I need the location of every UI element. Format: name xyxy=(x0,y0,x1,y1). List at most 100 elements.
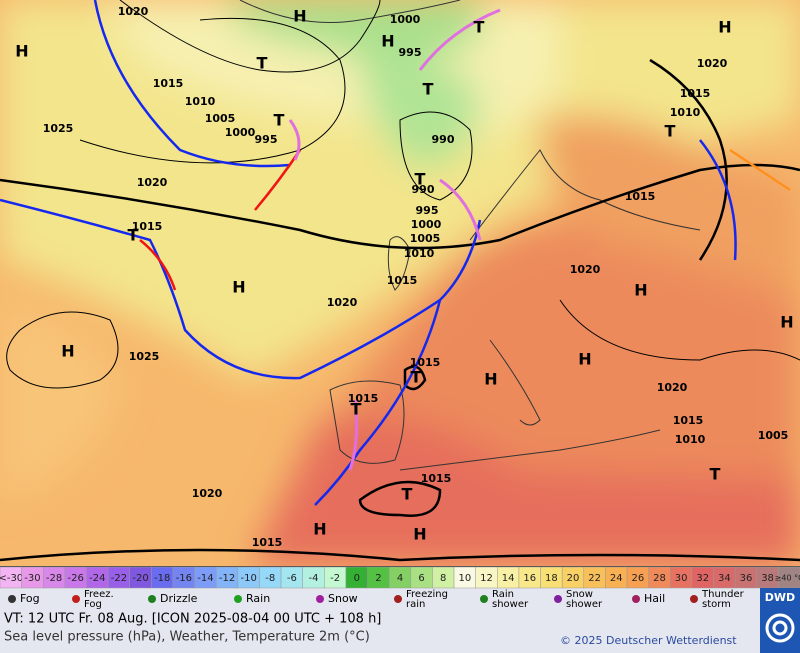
scale-label: 4 xyxy=(397,573,403,584)
scale-label: 26 xyxy=(631,573,644,584)
weather-icon xyxy=(234,595,242,603)
scale-label: -18 xyxy=(154,573,170,584)
pressure-label: 1015 xyxy=(252,536,283,549)
scale-label: -22 xyxy=(111,573,127,584)
pressure-label: 990 xyxy=(432,133,455,146)
scale-label: 18 xyxy=(545,573,558,584)
pressure-label: 1020 xyxy=(327,296,358,309)
scale-label: -28 xyxy=(46,573,62,584)
pressure-label: 1025 xyxy=(129,350,160,363)
pressure-label: 1020 xyxy=(137,176,168,189)
map-area: 1020101510101005100099510251020101510201… xyxy=(0,0,800,566)
weather-icon xyxy=(690,595,698,603)
pressure-center: T xyxy=(665,122,676,141)
scale-label: 0 xyxy=(354,573,360,584)
scale-label: -14 xyxy=(197,573,213,584)
pressure-label: 1015 xyxy=(673,414,704,427)
fronts xyxy=(0,0,791,506)
pressure-center: T xyxy=(351,400,362,419)
weather-label: Freezing rain xyxy=(406,589,448,610)
pressure-label: 1010 xyxy=(185,95,216,108)
pressure-label: 1025 xyxy=(43,122,74,135)
weather-label: Hail xyxy=(644,592,665,605)
pressure-center: T xyxy=(274,111,285,130)
weather-icon xyxy=(148,595,156,603)
scale-label: -2 xyxy=(330,573,340,584)
pressure-label: 1015 xyxy=(387,274,418,287)
pressure-label: 1015 xyxy=(410,356,441,369)
pressure-label: 1020 xyxy=(570,263,601,276)
scale-label: 20 xyxy=(567,573,580,584)
pressure-center: H xyxy=(634,281,647,300)
scale-label: -30 xyxy=(24,573,40,584)
weather-label: Rain shower xyxy=(492,589,529,610)
pressure-center: T xyxy=(474,18,485,37)
scale-label: -10 xyxy=(240,573,256,584)
pressure-label: 1015 xyxy=(680,87,711,100)
weather-icon xyxy=(8,595,16,603)
map-labels: 1020101510101005100099510251020101510201… xyxy=(15,5,793,549)
scale-label: 12 xyxy=(480,573,493,584)
pressure-center: H xyxy=(313,520,326,539)
pressure-label: 1015 xyxy=(421,472,452,485)
scale-label: 28 xyxy=(653,573,666,584)
pressure-center: T xyxy=(257,54,268,73)
pressure-center: H xyxy=(61,342,74,361)
scale-label: 16 xyxy=(523,573,536,584)
pressure-label: 1020 xyxy=(118,5,149,18)
pressure-label: 1015 xyxy=(132,220,163,233)
scale-label: -4 xyxy=(309,573,319,584)
pressure-center: H xyxy=(780,313,793,332)
weather-icon xyxy=(72,595,80,603)
scale-label: 14 xyxy=(502,573,515,584)
scale-label: 2 xyxy=(375,573,381,584)
pressure-label: 1020 xyxy=(192,487,223,500)
pressure-label: 995 xyxy=(416,204,439,217)
pressure-center: T xyxy=(415,170,426,189)
pressure-center: T xyxy=(423,80,434,99)
weather-label: Fog xyxy=(20,592,40,605)
scale-label: -12 xyxy=(219,573,235,584)
dwd-logo-swirl-inner xyxy=(772,620,788,636)
dwd-logo-text: DWD xyxy=(765,591,795,604)
weather-label: Thunder storm xyxy=(701,589,745,610)
pressure-center: H xyxy=(293,7,306,26)
weather-label: Snow shower xyxy=(566,589,603,610)
scale-label: 34 xyxy=(718,573,731,584)
scale-label: -26 xyxy=(68,573,84,584)
pressure-label: 995 xyxy=(399,46,422,59)
scale-label: 36 xyxy=(740,573,753,584)
pressure-label: 1020 xyxy=(697,57,728,70)
pressure-center: T xyxy=(402,485,413,504)
scale-label: 6 xyxy=(418,573,424,584)
isobars xyxy=(0,0,800,562)
pressure-label: 1000 xyxy=(411,218,442,231)
scale-label: ≥40 °C xyxy=(775,574,800,583)
pressure-label: 1015 xyxy=(625,190,656,203)
weather-label: Snow xyxy=(328,592,358,605)
scale-label: -8 xyxy=(265,573,275,584)
pressure-label: 1015 xyxy=(348,392,379,405)
pressure-label: 1005 xyxy=(758,429,789,442)
pressure-label: 1000 xyxy=(390,13,421,26)
weather-label: Freez. Fog xyxy=(84,589,114,610)
pressure-label: 990 xyxy=(412,183,435,196)
coastlines xyxy=(239,0,701,471)
pressure-center: H xyxy=(484,370,497,389)
scale-label: 22 xyxy=(588,573,601,584)
description: Sea level pressure (hPa), Weather, Tempe… xyxy=(4,630,370,645)
scale-label: 10 xyxy=(458,573,471,584)
scale-label: 8 xyxy=(440,573,446,584)
weather-icon xyxy=(632,595,640,603)
pressure-center: H xyxy=(578,350,591,369)
scale-label: 24 xyxy=(610,573,623,584)
scale-label: -16 xyxy=(176,573,192,584)
pressure-label: 1010 xyxy=(670,106,701,119)
pressure-center: T xyxy=(128,226,139,245)
weather-legend: Fog Freez. Fog Drizzle Rain Snow Freezing rain R… xyxy=(8,589,745,610)
copyright: © 2025 Deutscher Wetterdienst xyxy=(560,634,737,647)
scale-label: 32 xyxy=(696,573,709,584)
scale-label: -24 xyxy=(89,573,105,584)
weather-icon xyxy=(394,595,402,603)
